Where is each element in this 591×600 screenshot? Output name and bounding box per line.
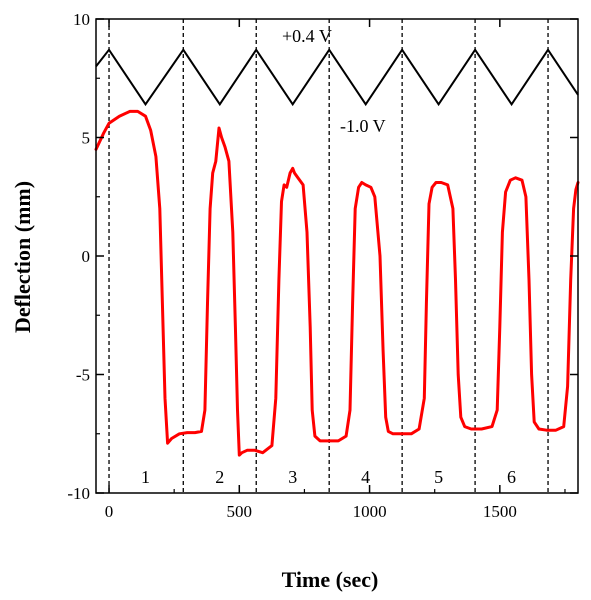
cycle-label-4: 4 <box>361 467 370 487</box>
cycle-labels: 1 2 3 4 5 6 <box>141 467 516 487</box>
plot-frame <box>95 18 579 494</box>
y-axis-ticks: -10 -5 0 5 10 <box>67 10 578 503</box>
x-axis-label: Time (sec) <box>282 567 379 592</box>
cycle-label-6: 6 <box>507 467 516 487</box>
y-axis-label: Deflection (mm) <box>10 181 35 333</box>
y-tick-label: -5 <box>76 366 90 385</box>
cycle-boundary-lines <box>108 19 549 493</box>
cycle-label-2: 2 <box>215 467 224 487</box>
deflection-series <box>94 109 580 457</box>
x-axis-ticks: 0 500 1000 1500 <box>105 19 566 521</box>
voltage-high-label: +0.4 V <box>282 26 332 46</box>
voltage-line <box>95 47 579 107</box>
cycle-label-5: 5 <box>434 467 443 487</box>
y-tick-label: -10 <box>67 484 90 503</box>
y-tick-label: 10 <box>73 10 90 29</box>
voltage-waveform <box>95 47 579 107</box>
y-tick-label: 0 <box>82 247 91 266</box>
y-tick-label: 5 <box>82 129 91 148</box>
deflection-line <box>94 109 580 457</box>
voltage-low-label: -1.0 V <box>340 116 386 136</box>
x-tick-label: 0 <box>105 502 114 521</box>
cycle-label-3: 3 <box>288 467 297 487</box>
x-tick-label: 1000 <box>353 502 387 521</box>
cycle-label-1: 1 <box>141 467 150 487</box>
x-tick-label: 1500 <box>483 502 517 521</box>
x-tick-label: 500 <box>227 502 253 521</box>
